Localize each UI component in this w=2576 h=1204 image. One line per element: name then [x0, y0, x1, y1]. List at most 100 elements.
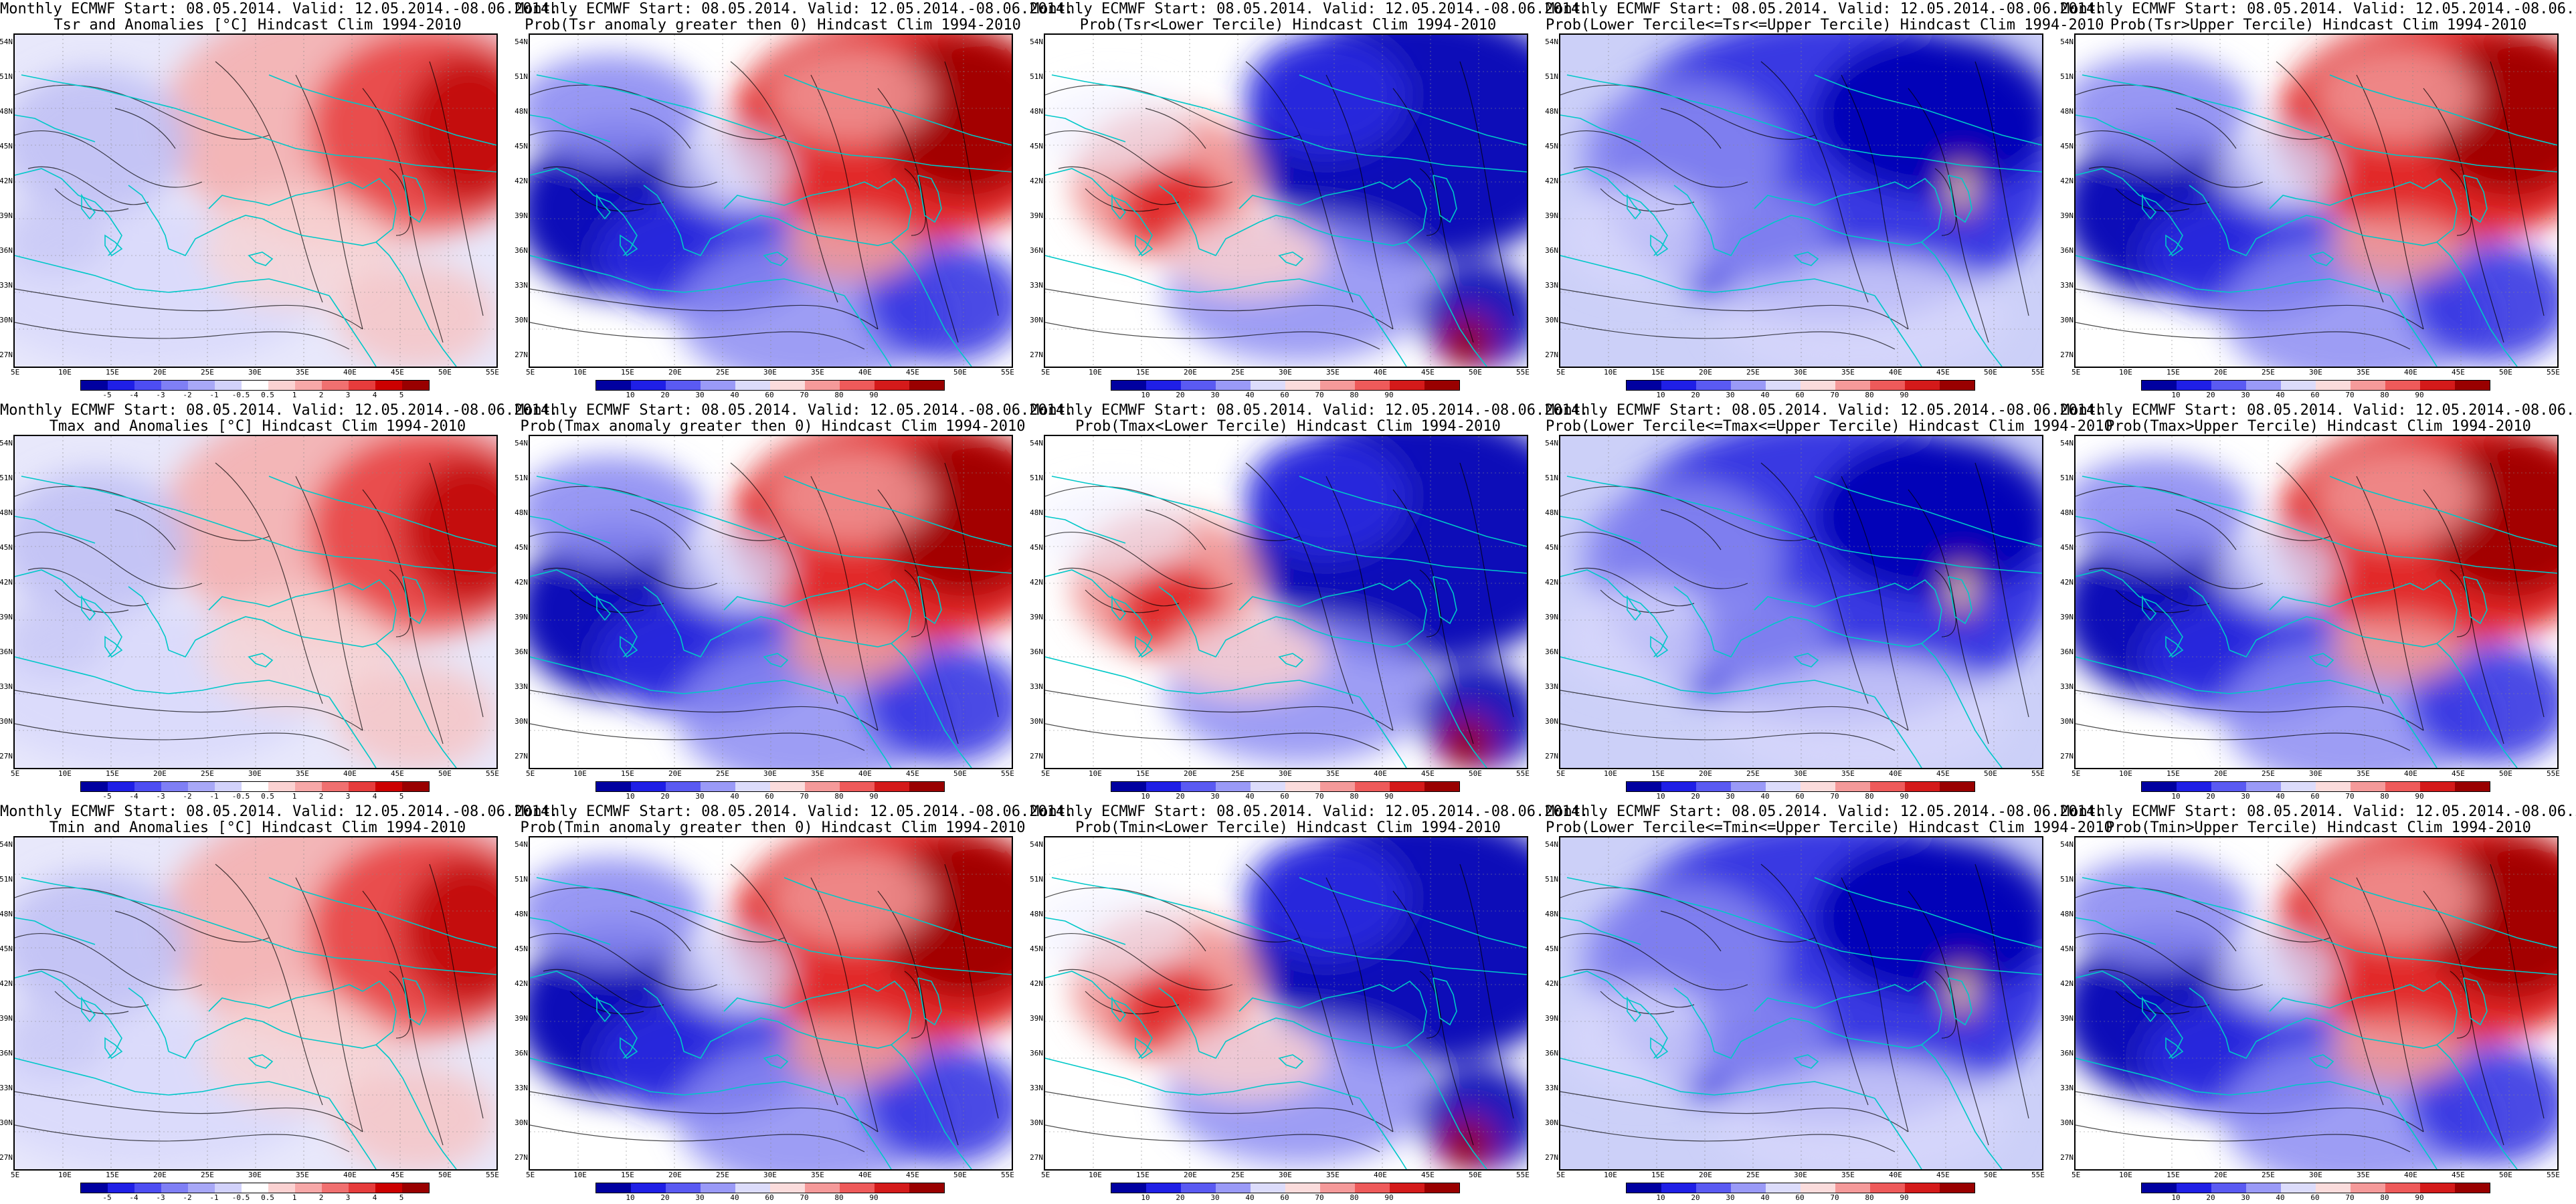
map-panel: Monthly ECMWF Start: 08.05.2014. Valid: … — [515, 0, 1073, 401]
colorbar-tick-label: 40 — [1760, 391, 1770, 399]
isotherm-contour — [2450, 569, 2472, 637]
isotherm-contour — [429, 864, 484, 1119]
coastline — [329, 295, 377, 367]
coastline — [1560, 656, 1875, 698]
colorbar-segment — [2211, 381, 2246, 390]
coastline — [1807, 619, 1922, 647]
latitude-label: 33N — [2060, 281, 2074, 290]
map-panel: Monthly ECMWF Start: 08.05.2014. Valid: … — [1545, 803, 2113, 1204]
coastline — [362, 980, 397, 1045]
longitude-label: 10E — [1604, 368, 1617, 377]
colorbar-tick-label: 30 — [695, 391, 705, 399]
probability-field — [771, 48, 931, 142]
latitude-label: 51N — [515, 875, 528, 884]
coastline — [1045, 971, 1153, 1059]
colorbar-segment — [735, 381, 770, 390]
isotherm-contour — [1841, 74, 1909, 330]
panel-title-line2: Prob(Lower Tercile<=Tmin<=Upper Tercile)… — [1546, 819, 2113, 836]
coastline — [15, 971, 122, 1059]
latitude-label: 36N — [0, 1049, 13, 1058]
colorbar-tick-label: 40 — [2276, 391, 2285, 399]
longitude-label: 20E — [153, 368, 167, 377]
colorbar-tick-label: 4 — [372, 391, 377, 399]
latitude-label: 36N — [515, 246, 528, 255]
colorbar-tick-label: 40 — [2276, 1193, 2285, 1202]
isotherm-contour — [543, 166, 664, 205]
isotherm-contour — [1245, 864, 1354, 1106]
colorbar-tick-label: 40 — [1760, 1193, 1770, 1202]
coastline — [1754, 984, 1909, 1012]
coastline — [104, 234, 123, 257]
longitude-label: 55E — [2031, 1171, 2045, 1179]
coastline — [1650, 234, 1669, 257]
colorbar-segment — [188, 1183, 215, 1193]
colorbar-segment — [295, 782, 322, 791]
longitude-label: 25E — [1746, 368, 1760, 377]
isotherm-contour — [15, 288, 363, 330]
latitude-label: 45N — [1545, 142, 1558, 150]
panel-title-line1: Monthly ECMWF Start: 08.05.2014. Valid: … — [2061, 402, 2576, 419]
forecast-map — [13, 33, 498, 368]
isotherm-contour — [543, 567, 664, 607]
longitude-label: 20E — [2214, 1171, 2227, 1179]
colorbar-segment — [134, 381, 161, 390]
longitude-label: 30E — [248, 769, 262, 778]
latitude-label: 45N — [0, 944, 13, 953]
latitude-label: 42N — [2060, 177, 2074, 185]
latitude-label: 54N — [1030, 439, 1043, 447]
coastline — [1673, 987, 1715, 1052]
longitude-label: 25E — [2262, 1171, 2275, 1179]
colorbar-tick-label: 80 — [1350, 391, 1359, 399]
isotherm-contour — [2356, 74, 2424, 330]
longitude-label: 15E — [2167, 769, 2180, 778]
longitude-label: 25E — [201, 769, 214, 778]
colorbar-tick-label: 30 — [1726, 792, 1735, 801]
coastline — [530, 516, 611, 544]
coastline — [1566, 877, 1762, 925]
latitude-label: 30N — [2060, 316, 2074, 324]
isotherm-contour — [1560, 887, 1815, 943]
coastline — [1238, 984, 1394, 1012]
longitude-label: 15E — [1651, 769, 1665, 778]
latitude-label: 39N — [1030, 1014, 1043, 1023]
forecast-map — [529, 435, 1013, 769]
latitude-label: 33N — [2060, 1084, 2074, 1092]
colorbar-tick-label: 5 — [399, 792, 404, 801]
latitude-label: 45N — [515, 944, 528, 953]
coastline — [1158, 987, 1200, 1052]
longitude-label: 55E — [1516, 368, 1530, 377]
longitude-label: 30E — [763, 1171, 777, 1179]
colorbar-segment — [375, 1183, 402, 1193]
colorbar-segment — [1870, 782, 1905, 791]
coastline — [1045, 516, 1126, 544]
colorbar-tick-label: -5 — [102, 792, 112, 801]
probability-field — [336, 262, 496, 367]
isotherm-contour — [2076, 322, 2411, 350]
latitude-label: 33N — [1030, 281, 1043, 290]
colorbar-tick-label: 30 — [1210, 792, 1220, 801]
latitude-label: 33N — [1030, 1084, 1043, 1092]
latitude-label: 39N — [0, 1014, 13, 1023]
probability-field — [670, 128, 791, 209]
colorbar — [1626, 781, 1975, 792]
isotherm-contour — [2276, 462, 2384, 704]
longitude-label: 45E — [391, 368, 404, 377]
longitude-label: 55E — [486, 769, 499, 778]
map-canvas — [530, 35, 1012, 367]
isotherm-contour — [1085, 188, 1160, 212]
probability-field — [1714, 256, 2009, 367]
latitude-label: 45N — [2060, 142, 2074, 150]
colorbar-segment — [840, 381, 875, 390]
coastline — [1392, 980, 1427, 1045]
coastline — [1045, 168, 1153, 256]
colorbar-segment — [1940, 381, 1974, 390]
probability-field — [2076, 858, 2249, 965]
colorbar-segment — [875, 1183, 909, 1193]
coastline — [1627, 996, 1642, 1023]
coastline — [620, 635, 638, 658]
colorbar-tick-label: 2 — [318, 1193, 324, 1202]
coastline — [15, 114, 96, 142]
colorbar-tick-label: 70 — [800, 1193, 809, 1202]
probability-field — [1246, 436, 1406, 557]
colorbar-tick-label: 60 — [1795, 391, 1805, 399]
